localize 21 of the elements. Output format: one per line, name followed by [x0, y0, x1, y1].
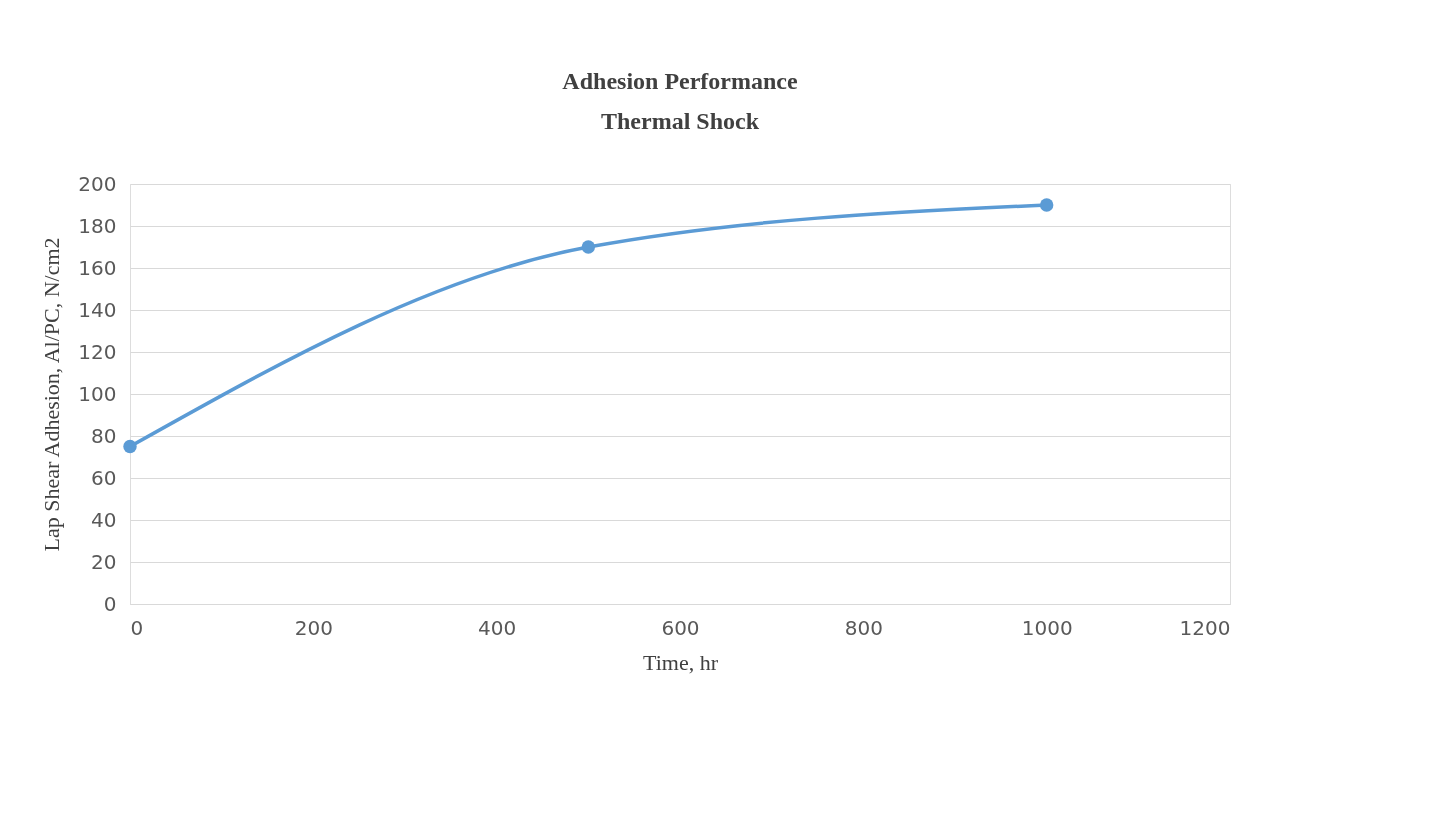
x-tick-label: 0 [130, 615, 144, 640]
x-tick-label: 600 [661, 615, 700, 640]
y-tick-label: 100 [78, 381, 117, 406]
x-tick-label: 200 [294, 615, 333, 640]
y-tick-label: 120 [78, 339, 117, 364]
y-axis-title: Lap Shear Adhesion, Al/PC, N/cm2 [39, 237, 65, 552]
x-tick-label: 1000 [1021, 615, 1073, 640]
x-tick-label: 400 [478, 615, 517, 640]
chart-title: Adhesion Performance Thermal Shock [562, 68, 798, 134]
y-tick-label: 80 [91, 423, 117, 448]
y-tick-label: 180 [78, 213, 117, 238]
y-tick-label: 60 [91, 465, 117, 490]
y-tick-label: 200 [78, 171, 117, 196]
y-tick-label: 140 [78, 297, 117, 322]
y-tick-label: 160 [78, 255, 117, 280]
x-tick-label: 800 [844, 615, 883, 640]
y-tick-label: 20 [91, 549, 117, 574]
x-tick-label: 1200 [1179, 615, 1231, 640]
x-axis-title: Time, hr [643, 649, 719, 675]
y-tick-label: 0 [103, 591, 117, 616]
y-tick-label: 40 [91, 507, 117, 532]
